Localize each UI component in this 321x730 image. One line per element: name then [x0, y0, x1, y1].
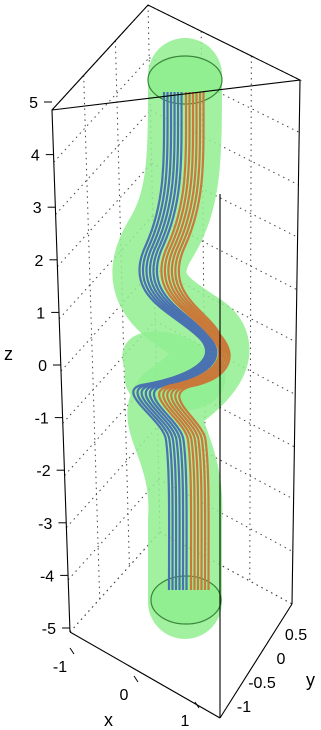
streamline-blue — [132, 91, 208, 591]
streamline-blue — [152, 91, 218, 591]
grid-line-left-z — [60, 268, 155, 372]
streamline-blue — [140, 91, 212, 591]
y-tick-label: 0.5 — [285, 627, 307, 644]
box-right-edge — [291, 79, 301, 605]
grid-line-left-z — [55, 110, 151, 215]
grid-line-back-vertical — [249, 55, 252, 581]
z-axis-title: z — [4, 344, 13, 364]
box-front-bottom-edge — [69, 631, 221, 719]
streamline-blue — [148, 91, 216, 591]
grid-line-left-z — [69, 531, 161, 633]
grid-line-left-vertical — [83, 75, 101, 600]
box-right-bottom-edge — [219, 603, 293, 719]
streamline-blue — [136, 91, 210, 591]
grid-line-left-z — [53, 57, 150, 163]
z-tick-label: -2 — [36, 463, 50, 480]
streamline-orange — [177, 91, 231, 591]
z-tick-label: 2 — [34, 253, 43, 270]
box-top-edges — [51, 4, 302, 633]
z-tick-label: 3 — [33, 200, 42, 217]
grid-line-left-z — [66, 426, 158, 528]
grid-line-left-z — [64, 373, 157, 476]
x-tick-label: -1 — [53, 659, 67, 676]
streamline-orange — [162, 91, 223, 591]
grid-line-back-z — [153, 268, 297, 343]
grid-line-left-z — [62, 320, 156, 424]
z-tick-label: -5 — [42, 621, 56, 638]
streamline-orange — [174, 91, 229, 591]
z-tick-label: -3 — [38, 516, 52, 533]
y-tick-label: 0 — [277, 651, 286, 668]
x-axis-title: x — [104, 710, 113, 730]
streamline-blue — [144, 91, 214, 591]
z-tick-label: -4 — [40, 568, 54, 585]
grid-line-back-z — [156, 373, 295, 448]
grid-line-left-z — [57, 162, 152, 267]
z-tick-label: 4 — [31, 148, 40, 165]
x-tick-label: 1 — [181, 713, 190, 730]
z-tick-label: 5 — [29, 95, 38, 112]
z-tick-label: 1 — [36, 305, 45, 322]
y-tick-label: -0.5 — [248, 675, 276, 692]
x-tick — [69, 647, 75, 655]
z-tick-label: 0 — [38, 358, 47, 375]
z-tick-label: -1 — [35, 411, 49, 428]
grid-line-back-z — [158, 478, 294, 553]
streamline-orange — [170, 91, 227, 591]
grid-line-back-z — [157, 426, 294, 500]
grid-line-left-z — [67, 478, 160, 581]
y-axis-title: y — [306, 670, 315, 690]
streamline-orange — [158, 91, 221, 591]
x-tick — [194, 701, 200, 709]
x-tick — [133, 675, 139, 683]
tube-knot-lobe — [122, 331, 226, 411]
y-tick-label: -1 — [237, 699, 251, 716]
x-tick-label: 0 — [120, 687, 129, 704]
